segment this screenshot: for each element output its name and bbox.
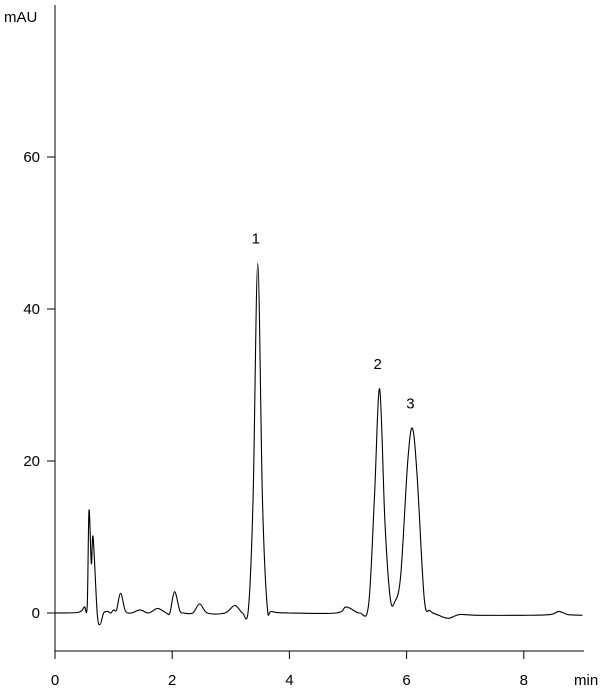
peak-label: 1 <box>252 230 260 247</box>
x-axis-label: min <box>574 672 598 689</box>
y-tick-label: 40 <box>23 301 40 318</box>
x-tick-label: 6 <box>402 672 410 689</box>
y-tick-label: 20 <box>23 453 40 470</box>
x-tick-label: 0 <box>51 672 59 689</box>
chromatogram-trace <box>54 262 583 626</box>
y-tick-label: 0 <box>32 605 40 622</box>
peak-label: 2 <box>373 356 381 373</box>
peak-label: 3 <box>406 395 414 412</box>
x-tick-label: 8 <box>520 672 528 689</box>
y-tick-label: 60 <box>23 149 40 166</box>
y-axis-label: mAU <box>4 9 37 26</box>
x-tick-label: 4 <box>285 672 293 689</box>
x-tick-label: 2 <box>168 672 176 689</box>
